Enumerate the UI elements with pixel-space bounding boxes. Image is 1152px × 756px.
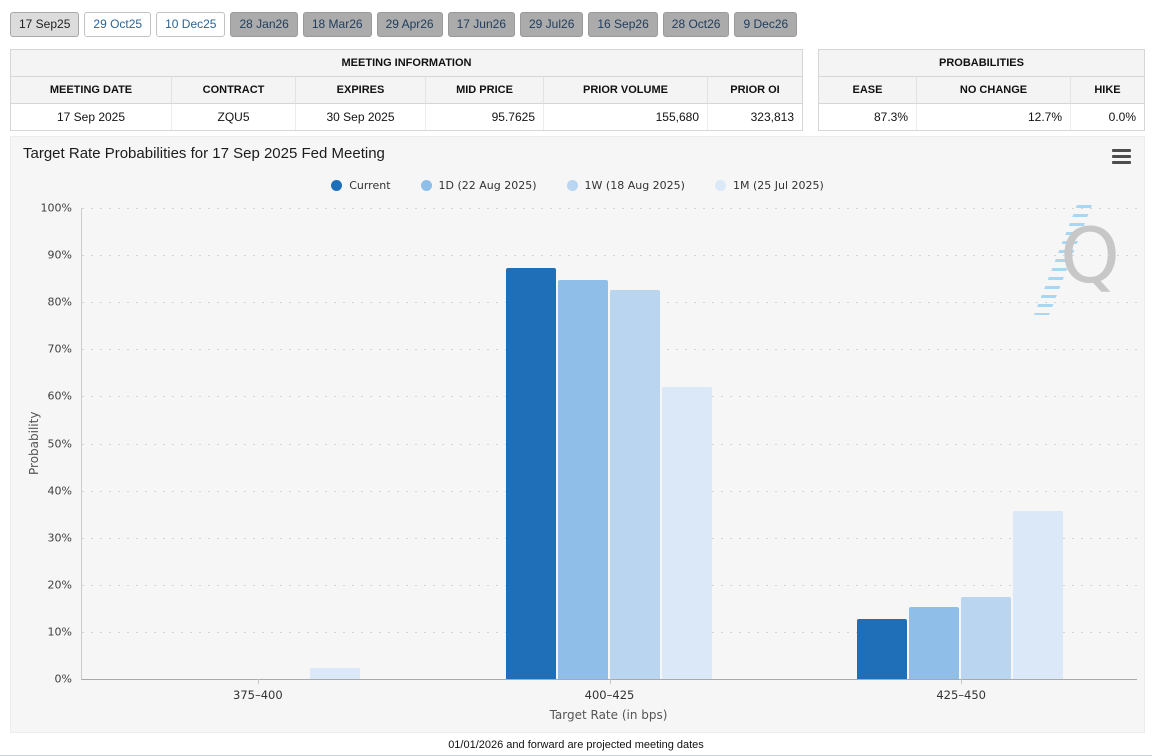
column-header-ease: EASE bbox=[819, 77, 917, 104]
bar-1w-18-aug-2025-400-425[interactable] bbox=[609, 289, 660, 679]
cell-hike: 0.0% bbox=[1108, 110, 1136, 124]
legend-marker-icon bbox=[420, 180, 432, 191]
cell-expires: 30 Sep 2025 bbox=[296, 104, 426, 130]
column-header-contract: CONTRACT bbox=[172, 77, 296, 104]
y-axis-tick-label: 80% bbox=[47, 295, 72, 309]
bar-1m-25-jul-2025-425-450[interactable] bbox=[1013, 510, 1064, 679]
plot-area: 0% 10% 20% 30% 40% 50% 60% 70% 80% 90% 100% 375–400… bbox=[41, 202, 1137, 702]
meeting-tab-bar: 17 Sep25 29 Oct25 10 Dec25 28 Jan26 18 Mar26… bbox=[0, 0, 1152, 37]
bar-current-425-450[interactable] bbox=[857, 619, 908, 679]
cell-mid-price: 95.7625 bbox=[426, 104, 544, 130]
x-axis-title: Target Rate (in bps) bbox=[549, 708, 668, 722]
menu-bar bbox=[1112, 161, 1131, 164]
gridline bbox=[82, 255, 1137, 257]
column-header-mid-price: MID PRICE bbox=[426, 77, 544, 104]
legend-label: Current bbox=[349, 179, 391, 192]
cell-ease: 87.3% bbox=[819, 104, 917, 130]
x-axis-tick bbox=[609, 679, 611, 684]
cell-prior-volume: 155,680 bbox=[544, 104, 708, 130]
bar-current-400-425[interactable] bbox=[505, 267, 556, 679]
meeting-tab-29-apr26[interactable]: 29 Apr26 bbox=[376, 12, 443, 37]
legend-item-current[interactable]: Current bbox=[331, 179, 391, 192]
meeting-tab-9-dec26[interactable]: 9 Dec26 bbox=[734, 12, 798, 37]
meeting-tab-28-oct26[interactable]: 28 Oct26 bbox=[662, 12, 730, 37]
y-axis-tick-label: 10% bbox=[47, 625, 72, 639]
bar-1w-18-aug-2025-425-450[interactable] bbox=[961, 597, 1012, 679]
column-header-meeting-date: MEETING DATE bbox=[11, 77, 172, 104]
meeting-info-header-row: MEETING DATE CONTRACT EXPIRES MID PRICE PRIO… bbox=[11, 77, 802, 104]
y-axis-tick-label: 60% bbox=[47, 389, 72, 403]
footer-note: 01/01/2026 and forward are projected mee… bbox=[448, 739, 704, 751]
meeting-tab-29-oct25[interactable]: 29 Oct25 bbox=[84, 12, 152, 37]
bar-1m-25-jul-2025-400-425[interactable] bbox=[661, 386, 712, 679]
legend-marker-icon bbox=[714, 180, 726, 191]
legend-marker-icon bbox=[331, 180, 343, 191]
column-header-expires: EXPIRES bbox=[296, 77, 426, 104]
meeting-tab-28-jan26[interactable]: 28 Jan26 bbox=[230, 12, 298, 37]
menu-bar bbox=[1112, 149, 1131, 152]
meeting-tab-29-jul26[interactable]: 29 Jul26 bbox=[520, 12, 584, 37]
meeting-tab-17-jun26[interactable]: 17 Jun26 bbox=[447, 12, 515, 37]
probabilities-title: PROBABILITIES bbox=[819, 50, 1144, 77]
meeting-tab-16-sep26[interactable]: 16 Sep26 bbox=[588, 12, 658, 37]
meeting-tab-10-dec25[interactable]: 10 Dec25 bbox=[156, 12, 226, 37]
cell-prior-oi: 323,813 bbox=[750, 110, 794, 124]
x-axis-category-label: 400–425 bbox=[584, 688, 635, 702]
y-axis-tick-label: 100% bbox=[40, 201, 72, 215]
x-axis-tick bbox=[961, 679, 963, 684]
menu-bar bbox=[1112, 155, 1131, 158]
y-axis-tick-label: 50% bbox=[47, 437, 72, 450]
bar-1d-22-aug-2025-425-450[interactable] bbox=[909, 606, 960, 679]
column-header-no-change: NO CHANGE bbox=[917, 77, 1071, 104]
y-axis-tick-label: 90% bbox=[47, 248, 72, 262]
legend-marker-icon bbox=[566, 180, 578, 191]
x-axis-tick bbox=[257, 679, 259, 684]
probabilities-table: PROBABILITIES EASE NO CHANGE HIKE 87.3% 12.… bbox=[818, 49, 1145, 131]
probabilities-header-row: EASE NO CHANGE HIKE bbox=[819, 77, 1144, 104]
column-header-hike: HIKE bbox=[1071, 77, 1144, 104]
legend-label: 1M (25 Jul 2025) bbox=[732, 179, 824, 192]
legend-label: 1D (22 Aug 2025) bbox=[438, 179, 537, 192]
probabilities-value-row: 87.3% 12.7% 0.0% bbox=[819, 104, 1144, 130]
info-tables: MEETING INFORMATION MEETING DATE CONTRACT… bbox=[10, 49, 1145, 131]
chart-menu-icon[interactable] bbox=[1112, 149, 1131, 164]
x-axis-category-label: 375–400 bbox=[233, 688, 283, 702]
y-axis-tick-label: 40% bbox=[47, 484, 72, 498]
chart-legend: Current 1D (22 Aug 2025) 1W (18 Aug 2025) 1… bbox=[11, 179, 1144, 192]
bar-1m-25-jul-2025-375-400[interactable] bbox=[309, 667, 360, 679]
gridline bbox=[82, 208, 1137, 209]
chart-title: Target Rate Probabilities for 17 Sep 202… bbox=[23, 145, 385, 162]
column-header-prior-volume: PRIOR VOLUME bbox=[544, 77, 708, 104]
x-axis-category-label: 425–450 bbox=[936, 688, 986, 702]
meeting-tab-17-sep25[interactable]: 17 Sep25 bbox=[10, 12, 80, 37]
legend-item-1m-25-jul-2025[interactable]: 1M (25 Jul 2025) bbox=[714, 179, 824, 192]
meeting-info-value-row: 17 Sep 2025 ZQU5 30 Sep 2025 95.7625 155,680… bbox=[11, 104, 802, 130]
y-axis-tick-label: 70% bbox=[47, 342, 72, 356]
bar-1d-22-aug-2025-400-425[interactable] bbox=[557, 279, 608, 679]
y-axis-tick-label: 20% bbox=[47, 578, 72, 592]
chart-panel: Target Rate Probabilities for 17 Sep 202… bbox=[10, 136, 1145, 733]
legend-item-1w-18-aug-2025[interactable]: 1W (18 Aug 2025) bbox=[566, 179, 685, 192]
meeting-info-table: MEETING INFORMATION MEETING DATE CONTRACT… bbox=[10, 49, 803, 131]
legend-label: 1W (18 Aug 2025) bbox=[584, 179, 685, 192]
cell-meeting-date: 17 Sep 2025 bbox=[11, 104, 172, 130]
y-axis-tick-label: 30% bbox=[47, 531, 72, 545]
cell-no-change: 12.7% bbox=[917, 104, 1071, 130]
column-header-prior-oi: PRIOR OI bbox=[708, 77, 802, 104]
legend-item-1d-22-aug-2025[interactable]: 1D (22 Aug 2025) bbox=[420, 179, 537, 192]
meeting-tab-18-mar26[interactable]: 18 Mar26 bbox=[302, 12, 372, 37]
y-axis-tick-label: 0% bbox=[54, 672, 72, 686]
meeting-info-title: MEETING INFORMATION bbox=[11, 50, 802, 77]
cell-contract: ZQU5 bbox=[172, 104, 296, 130]
